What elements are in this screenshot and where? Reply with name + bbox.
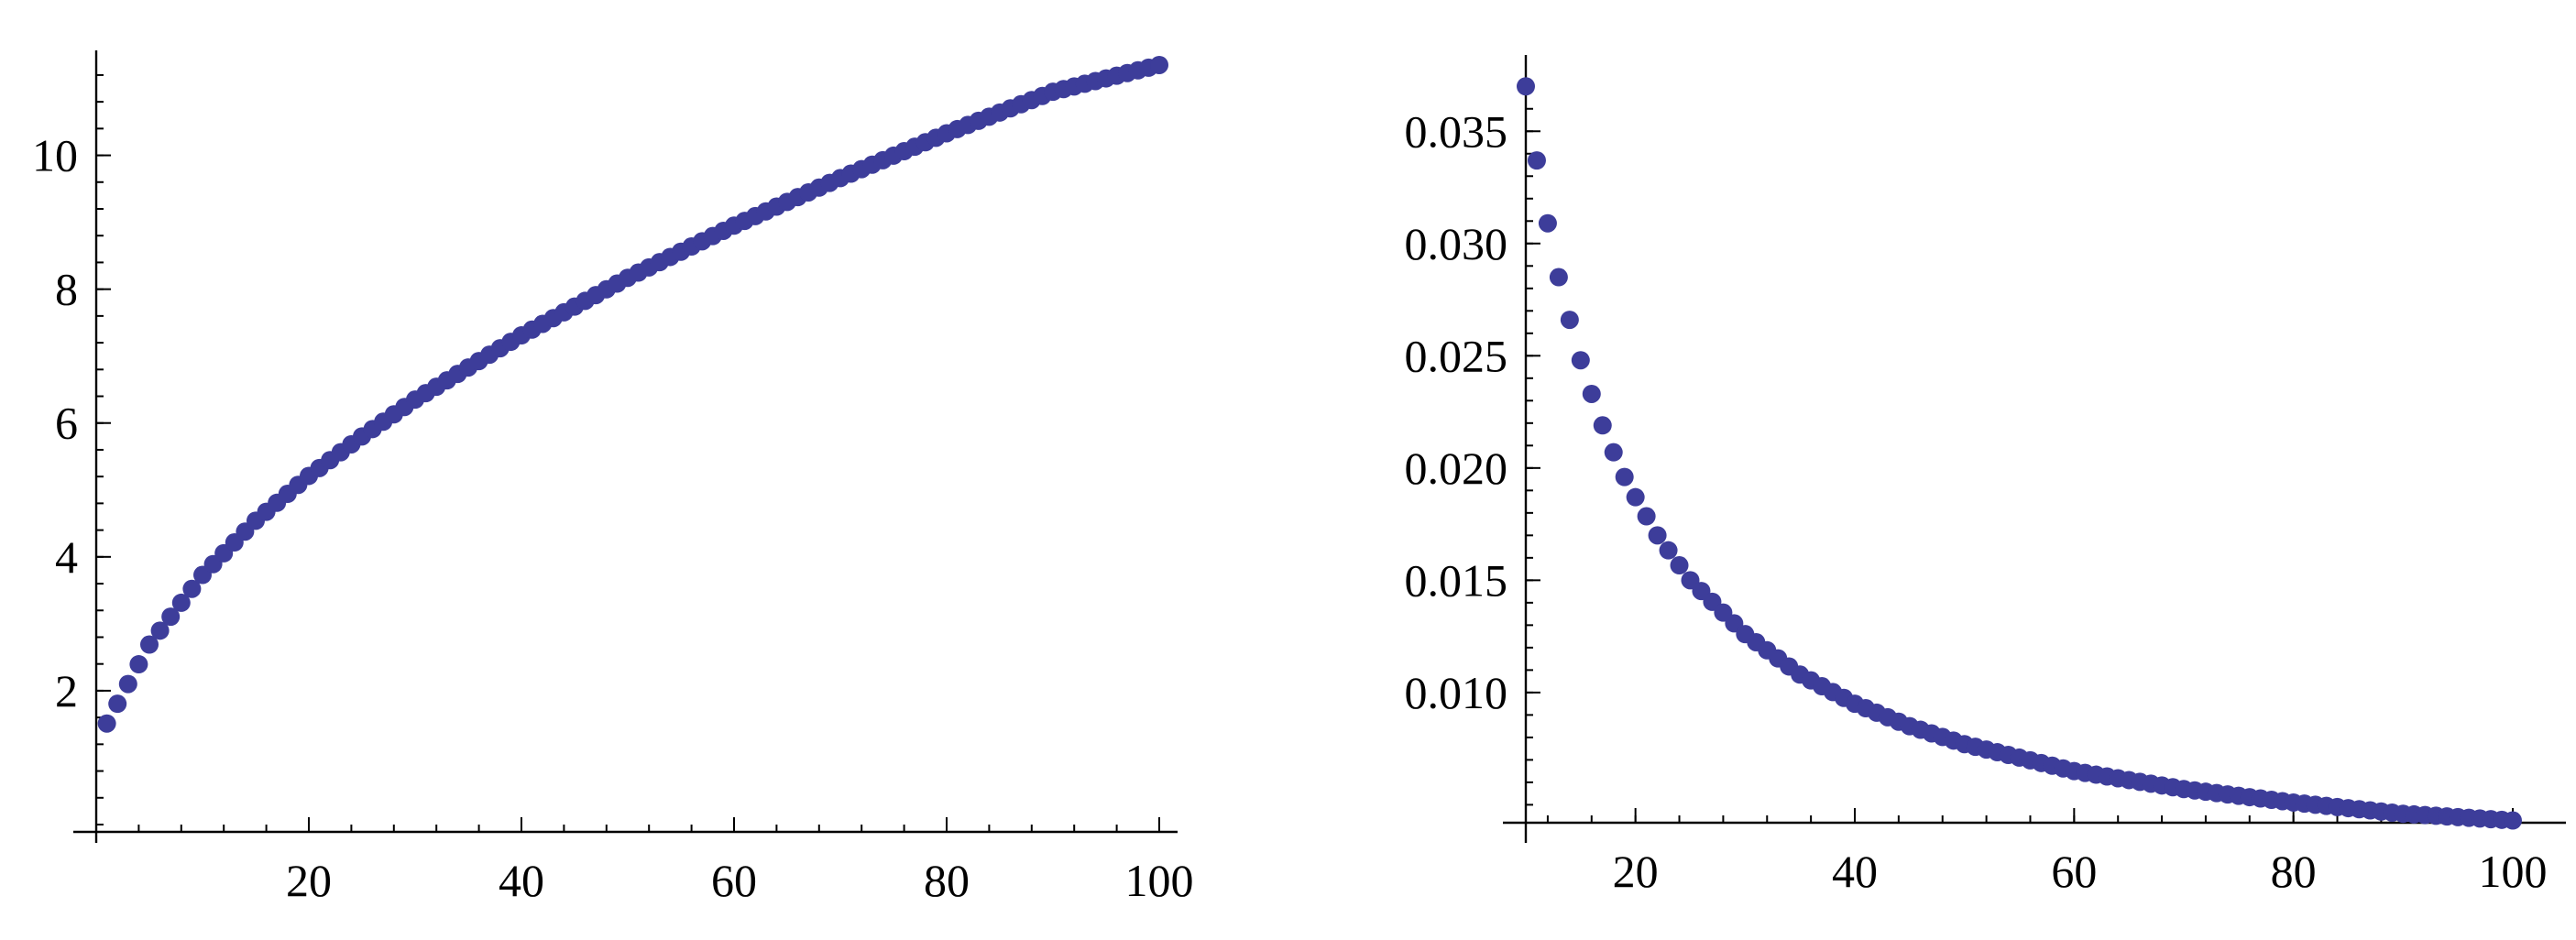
data-point bbox=[108, 694, 127, 714]
x-tick-label: 40 bbox=[1832, 846, 1878, 897]
data-point bbox=[1582, 384, 1601, 403]
y-tick-label: 10 bbox=[32, 130, 78, 181]
y-tick-label: 0.020 bbox=[1405, 443, 1508, 494]
y-tick-label: 8 bbox=[55, 264, 78, 315]
y-tick-label: 6 bbox=[55, 398, 78, 449]
chart-right: 20 40 60 80 100 0.010 0.015 0.020 0.025 0.030 0.03… bbox=[1405, 55, 2566, 897]
data-point bbox=[150, 621, 170, 640]
data-point bbox=[2504, 811, 2522, 830]
data-point bbox=[161, 607, 181, 627]
x-tick-label: 40 bbox=[499, 855, 544, 906]
data-point bbox=[1527, 151, 1546, 170]
x-tick-label: 60 bbox=[711, 855, 757, 906]
data-point bbox=[1670, 556, 1689, 575]
x-tick-label: 80 bbox=[2271, 846, 2317, 897]
y-tick-label: 0.010 bbox=[1405, 667, 1508, 718]
chart-left: 20 40 60 80 100 2 4 6 8 10 bbox=[32, 50, 1194, 906]
data-point bbox=[171, 593, 191, 612]
x-tick-label: 20 bbox=[1613, 846, 1659, 897]
data-point bbox=[1560, 311, 1579, 330]
data-point bbox=[1615, 467, 1634, 486]
data-point bbox=[1593, 416, 1612, 435]
x-tick-label: 100 bbox=[2479, 846, 2548, 897]
y-tick-label: 0.025 bbox=[1405, 330, 1508, 381]
data-point bbox=[118, 674, 137, 694]
data-point bbox=[1604, 443, 1623, 462]
x-tick-label: 20 bbox=[286, 855, 332, 906]
y-tick-label: 0.035 bbox=[1405, 105, 1508, 157]
data-point bbox=[129, 655, 148, 674]
data-point bbox=[1549, 268, 1568, 287]
y-tick-label: 2 bbox=[55, 665, 78, 716]
data-point bbox=[97, 714, 116, 733]
data-point bbox=[1648, 526, 1667, 545]
y-tick-label: 0.030 bbox=[1405, 218, 1508, 269]
y-tick-label: 4 bbox=[55, 531, 78, 583]
data-point bbox=[140, 635, 159, 654]
x-tick-label: 80 bbox=[924, 855, 970, 906]
data-point bbox=[182, 579, 202, 598]
data-point bbox=[1517, 77, 1535, 96]
data-point bbox=[1659, 541, 1678, 560]
data-point bbox=[1571, 351, 1590, 370]
data-point bbox=[1150, 55, 1168, 74]
x-tick-label: 60 bbox=[2051, 846, 2097, 897]
data-point bbox=[1538, 213, 1557, 233]
x-tick-label: 100 bbox=[1125, 855, 1194, 906]
data-point bbox=[1637, 507, 1656, 526]
data-point bbox=[1626, 487, 1645, 507]
y-tick-label: 0.015 bbox=[1405, 554, 1508, 606]
